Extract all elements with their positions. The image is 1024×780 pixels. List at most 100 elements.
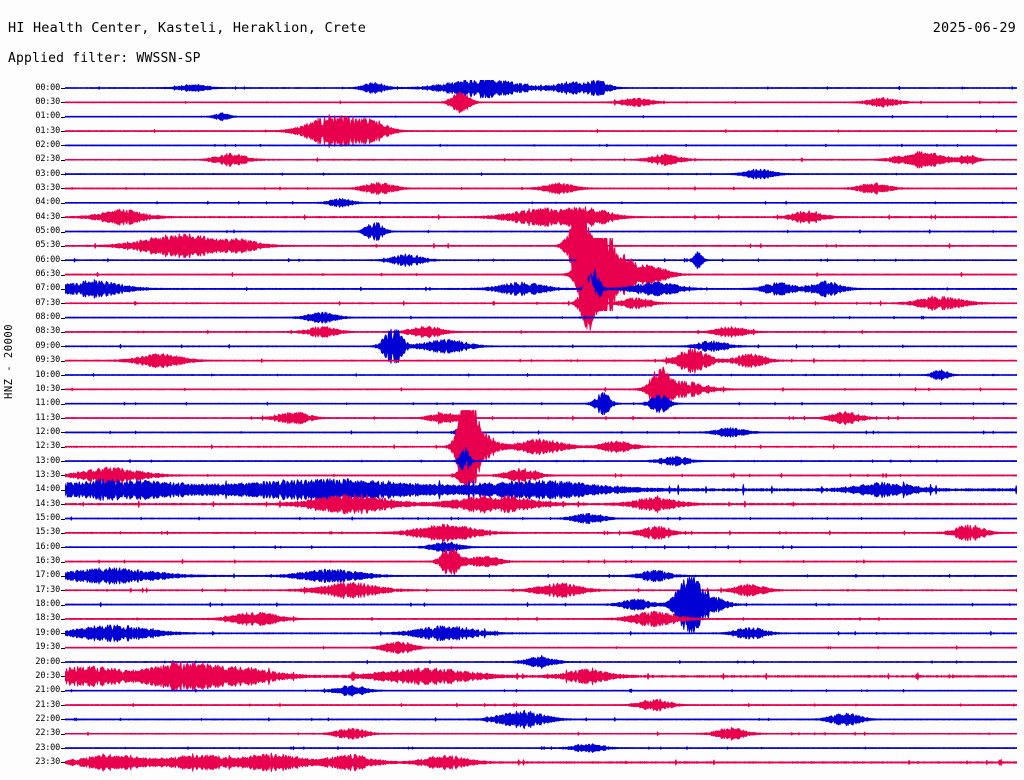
axis-tick — [61, 188, 65, 190]
trace-row — [65, 80, 1017, 99]
axis-tick — [61, 389, 65, 391]
axis-tick — [61, 231, 65, 233]
axis-tick — [61, 245, 65, 247]
time-label-0930: 09:30 — [35, 355, 60, 366]
axis-tick — [61, 547, 65, 549]
axis-tick — [61, 733, 65, 735]
axis-tick — [61, 317, 65, 319]
axis-tick — [61, 604, 65, 606]
time-label-1900: 19:00 — [35, 627, 60, 638]
time-label-1700: 17:00 — [35, 570, 60, 581]
time-label-1200: 12:00 — [35, 426, 60, 437]
axis-tick — [61, 131, 65, 133]
helicorder-plot — [65, 80, 1017, 772]
axis-tick — [61, 676, 65, 678]
time-label-1830: 18:30 — [35, 613, 60, 624]
axis-tick — [61, 461, 65, 463]
time-label-1500: 15:00 — [35, 513, 60, 523]
time-label-1430: 14:30 — [35, 498, 60, 509]
axis-tick — [61, 662, 65, 663]
axis-tick — [61, 202, 65, 204]
time-label-0300: 03:00 — [35, 168, 60, 179]
time-label-1400: 14:00 — [35, 484, 60, 495]
time-label-0700: 07:00 — [35, 283, 60, 294]
time-label-0900: 09:00 — [35, 340, 60, 351]
time-label-0530: 05:30 — [35, 240, 60, 251]
axis-tick — [61, 504, 65, 506]
time-label-1630: 16:30 — [35, 556, 60, 567]
station-title: HI Health Center, Kasteli, Heraklion, Cr… — [8, 20, 367, 36]
axis-tick — [61, 331, 65, 333]
axis-tick — [61, 375, 65, 376]
axis-tick — [61, 288, 65, 290]
time-label-0130: 01:30 — [35, 125, 60, 136]
time-label-0030: 00:30 — [35, 96, 60, 107]
axis-tick — [61, 360, 65, 362]
axis-tick — [61, 432, 65, 434]
axis-tick — [61, 403, 65, 405]
time-label-0830: 08:30 — [35, 326, 60, 337]
time-label-1930: 19:30 — [35, 642, 60, 653]
time-label-0430: 04:30 — [35, 211, 60, 222]
axis-tick — [61, 532, 65, 534]
time-label-1800: 18:00 — [35, 599, 60, 610]
axis-tick — [61, 590, 65, 592]
axis-tick — [61, 274, 65, 276]
axis-tick — [61, 561, 65, 563]
axis-tick — [61, 762, 65, 764]
axis-tick — [61, 116, 65, 118]
axis-tick — [61, 719, 65, 721]
helicorder-traces — [65, 80, 1017, 772]
time-label-0100: 01:00 — [35, 111, 60, 122]
axis-tick — [61, 102, 65, 104]
axis-tick — [61, 346, 65, 348]
axis-tick — [61, 418, 65, 420]
time-label-0730: 07:30 — [35, 297, 60, 308]
time-label-1730: 17:30 — [35, 584, 60, 595]
axis-tick — [61, 575, 65, 577]
axis-tick — [61, 618, 65, 620]
axis-tick — [61, 647, 65, 649]
time-label-2300: 23:00 — [35, 742, 60, 753]
time-label-0000: 00:00 — [35, 82, 60, 93]
time-label-1230: 12:30 — [35, 441, 60, 452]
axis-tick — [61, 705, 65, 707]
axis-tick — [61, 303, 65, 305]
time-label-0400: 04:00 — [35, 197, 60, 208]
time-label-1330: 13:30 — [35, 469, 60, 480]
axis-tick — [61, 159, 65, 161]
axis-tick — [61, 633, 65, 635]
time-label-0500: 05:00 — [35, 226, 60, 236]
time-label-1000: 10:00 — [35, 369, 60, 380]
time-label-1530: 15:30 — [35, 527, 60, 538]
time-label-0330: 03:30 — [35, 182, 60, 193]
axis-tick — [61, 690, 65, 692]
time-label-2230: 22:30 — [35, 728, 60, 739]
axis-tick — [61, 518, 65, 520]
time-label-1130: 11:30 — [35, 412, 60, 423]
axis-tick — [61, 260, 65, 262]
time-label-0630: 06:30 — [35, 269, 60, 280]
axis-tick — [61, 145, 65, 147]
time-label-0600: 06:00 — [35, 254, 60, 265]
time-label-1100: 11:00 — [35, 398, 60, 409]
time-label-0200: 02:00 — [35, 139, 60, 150]
time-label-2200: 22:00 — [35, 713, 60, 724]
time-label-1030: 10:30 — [35, 383, 60, 394]
axis-tick — [61, 88, 65, 89]
time-label-1300: 13:00 — [35, 455, 60, 466]
time-label-2030: 20:30 — [35, 670, 60, 681]
time-label-2130: 21:30 — [35, 699, 60, 710]
time-label-1600: 16:00 — [35, 541, 60, 552]
time-label-2100: 21:00 — [35, 685, 60, 696]
time-label-0230: 02:30 — [35, 154, 60, 165]
time-label-2000: 20:00 — [35, 656, 60, 667]
axis-tick — [61, 489, 65, 491]
time-label-0800: 08:00 — [35, 312, 60, 323]
axis-tick — [61, 748, 65, 750]
record-date: 2025-06-29 — [932, 20, 1016, 36]
axis-tick — [61, 475, 65, 477]
time-axis-labels: 00:00 00:30 01:00 01:30 02:00 02:30 03:00 03:30… — [10, 80, 60, 772]
axis-tick — [61, 217, 65, 219]
